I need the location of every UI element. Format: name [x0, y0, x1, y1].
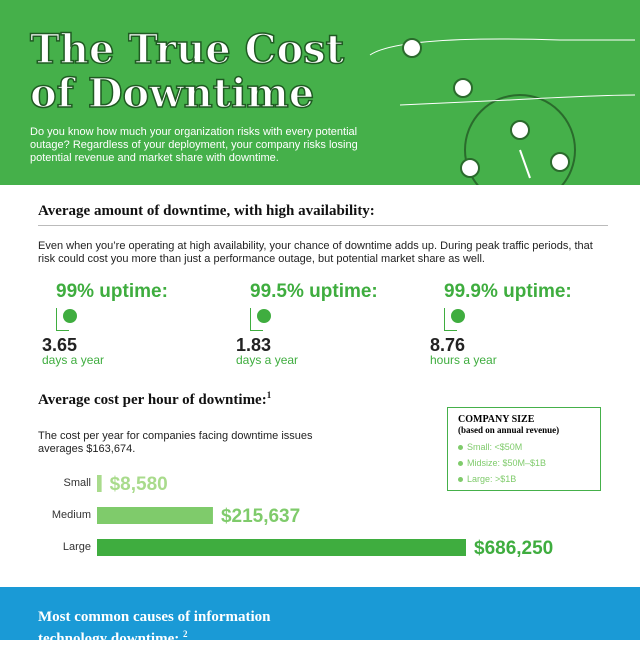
stat-line	[444, 308, 457, 331]
legend-subtitle: (based on annual revenue)	[458, 425, 560, 435]
stat-value: 8.76	[430, 335, 466, 355]
legend-dot	[458, 477, 463, 483]
paragraph: Even when you’re operating at high avail…	[38, 240, 593, 265]
bar	[97, 475, 102, 492]
stat-unit: days a year	[42, 353, 105, 367]
legend-dot	[458, 445, 463, 451]
stat-line	[250, 308, 263, 331]
rule	[38, 225, 608, 226]
stat-value: 1.83	[236, 335, 272, 355]
value-label: $686,250	[474, 538, 553, 559]
stat-label: 99% uptime:	[56, 281, 168, 302]
bar	[97, 507, 213, 524]
decoration	[369, 38, 636, 185]
category-label: Small	[63, 477, 91, 489]
legend-item: Small: <$50M	[458, 439, 600, 455]
banner: The True Cost of Downtime Do you know how…	[0, 0, 640, 185]
legend-label: Large: >$1B	[467, 474, 517, 484]
stat-dot	[63, 309, 77, 323]
bar-chart: Small $8,580 Medium $215,637 Large $686,250	[52, 474, 553, 559]
category-label: Large	[63, 541, 91, 553]
category-label: Medium	[52, 509, 91, 521]
title-line: The True Cost	[29, 26, 345, 73]
legend: COMPANY SIZE (based on annual revenue) S…	[447, 407, 601, 491]
title-line: of Downtime	[29, 70, 315, 117]
section-heading: Most common causes of information	[38, 609, 271, 625]
legend-dot	[458, 461, 463, 467]
value-label: $215,637	[221, 506, 300, 527]
legend-item: Large: >$1B	[458, 471, 600, 487]
stat-value: 3.65	[42, 335, 78, 355]
section-heading: technology downtime:	[38, 631, 180, 647]
stat-unit: hours a year	[430, 353, 497, 367]
paragraph: The cost per year for companies facing d…	[38, 430, 313, 455]
intro: Do you know how much your organization r…	[30, 126, 358, 164]
stat-unit: days a year	[236, 353, 299, 367]
legend-label: Midsize: $50M–$1B	[467, 458, 547, 468]
stat-dot	[257, 309, 271, 323]
stat-dot	[451, 309, 465, 323]
footnote-mark: 2	[183, 629, 188, 639]
legend-label: Small: <$50M	[467, 442, 523, 452]
stat-label: 99.9% uptime:	[444, 281, 572, 302]
footnote-mark: 1	[266, 390, 272, 400]
legend-title: COMPANY SIZE	[458, 414, 535, 425]
stat-label: 99.5% uptime:	[250, 281, 378, 302]
bar	[97, 539, 466, 556]
value-label: $8,580	[110, 474, 168, 495]
section-heading: Average cost per hour of downtime:	[38, 392, 267, 408]
stat-line	[56, 308, 69, 331]
footer-band: Most common causes of information technol…	[0, 587, 640, 647]
legend-item: Midsize: $50M–$1B	[458, 455, 600, 471]
section-heading: Average amount of downtime, with high av…	[38, 203, 375, 219]
